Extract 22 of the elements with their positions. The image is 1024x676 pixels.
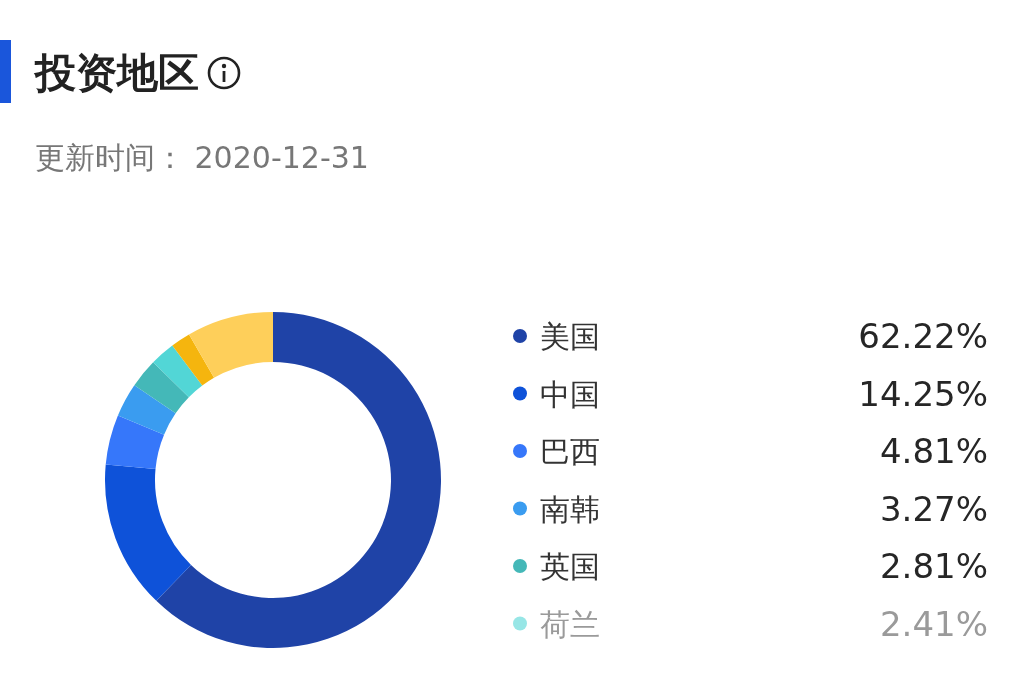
legend-label: 中国: [540, 376, 600, 412]
data-label: 2.81%: [879, 546, 988, 586]
chart-subtitle: 更新时间： 2020-12-31: [35, 140, 369, 175]
donut-slice: [105, 464, 192, 601]
data-label: 4.81%: [879, 431, 988, 471]
legend-label: 英国: [540, 549, 600, 584]
donut-slice: [172, 334, 215, 386]
legend-label: 荷兰: [540, 606, 600, 642]
data-label: 3.27%: [879, 488, 988, 529]
legend-label: 南韩: [540, 491, 600, 527]
data-label: 62.22%: [858, 316, 988, 356]
legend-label: 巴西: [540, 434, 600, 469]
donut-slice: [105, 415, 165, 470]
donut-slice: [156, 312, 441, 648]
donut-slice: [153, 345, 203, 398]
data-label: 2.41%: [879, 603, 988, 644]
donut-slice: [134, 362, 189, 414]
donut-slice: [189, 312, 273, 378]
chart-title: 投资地区: [33, 49, 199, 97]
legend-label: 美国: [540, 319, 600, 354]
donut-slice: [117, 385, 176, 435]
data-label: 14.25%: [858, 373, 988, 414]
